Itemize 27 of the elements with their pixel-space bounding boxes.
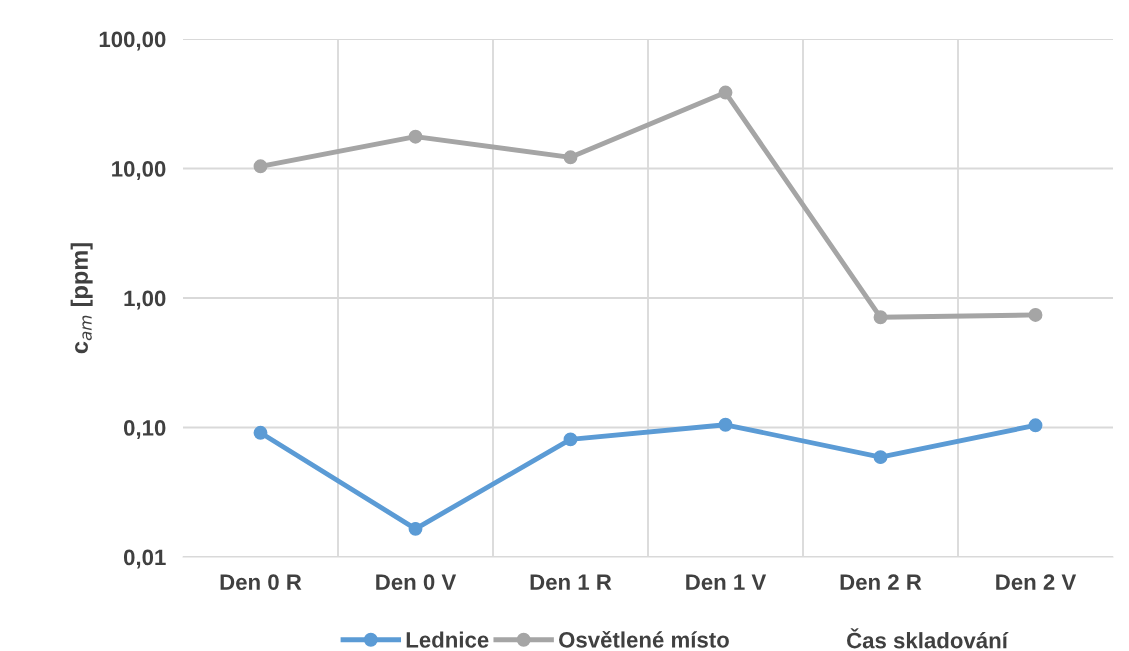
y-tick-label: 0,01 xyxy=(123,549,166,569)
legend-label: Lednice xyxy=(406,631,489,648)
point xyxy=(563,432,578,447)
y-tick-label: 100,00 xyxy=(99,31,166,51)
x-tick-label: Den 0 V xyxy=(376,574,457,590)
x-tick-label: Den 1 R xyxy=(530,574,612,590)
legend-label: Osvětlené místo xyxy=(559,630,729,648)
x-tick-label: Den 0 R xyxy=(220,574,302,590)
x-axis-title: Čas skladování xyxy=(847,628,1009,649)
point xyxy=(718,85,733,100)
y-tick-label: 10,00 xyxy=(112,161,166,180)
point xyxy=(873,450,888,465)
point xyxy=(718,417,733,432)
point xyxy=(253,425,268,440)
x-tick-label: Den 1 V xyxy=(686,574,767,590)
point xyxy=(1028,418,1043,433)
point xyxy=(1028,307,1043,322)
x-tick-label: Den 2 R xyxy=(840,574,922,590)
point xyxy=(873,310,888,325)
y-tick-label: 0,10 xyxy=(123,420,166,439)
point xyxy=(563,150,578,165)
y-tick-label: 1,00 xyxy=(124,290,166,310)
point xyxy=(408,129,423,144)
y-axis-title: c$_{am}$ [ppm] xyxy=(70,243,93,354)
point xyxy=(253,159,268,174)
x-tick-label: Den 2 V xyxy=(996,574,1077,590)
point xyxy=(408,521,423,536)
